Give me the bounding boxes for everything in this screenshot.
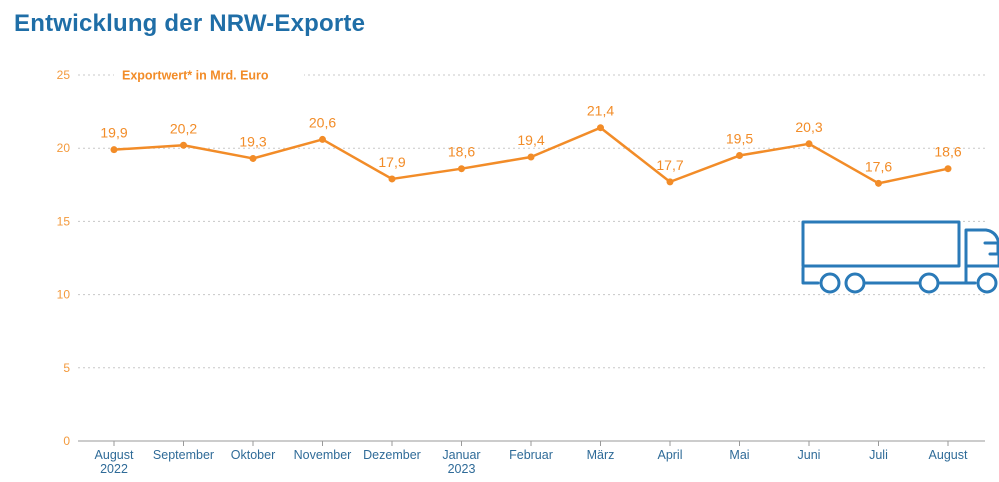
data-label: 19,3 [239,133,266,149]
data-label: 20,3 [795,119,822,135]
data-label: 19,4 [517,132,544,148]
data-point [458,165,465,173]
x-tick-label: Juni [798,448,821,462]
chart-title: Entwicklung der NRW-Exporte [14,10,366,37]
data-point [388,175,396,183]
data-point [666,178,674,186]
y-axis-label: Exportwert* in Mrd. Euro [122,69,269,83]
data-label: 21,4 [587,103,614,119]
x-tick-label: Dezember [363,448,421,462]
x-tick-label: September [153,448,214,462]
data-point [527,153,535,161]
data-label: 19,9 [100,125,127,141]
data-point [249,154,257,162]
data-point [805,140,813,148]
x-tick-label: Oktober [231,448,275,462]
x-tick-label: März [587,448,615,462]
data-label: 17,9 [378,154,405,170]
data-point [944,165,952,173]
data-label: 20,6 [309,114,336,130]
y-tick-label: 0 [63,434,70,448]
y-tick-label: 5 [63,361,70,375]
data-point [736,152,743,160]
data-label: 20,2 [170,120,197,136]
truck-icon [801,220,999,294]
x-tick-label: August [929,448,968,462]
data-point [597,124,604,132]
x-tick-label: 2022 [100,462,128,476]
data-label: 17,7 [656,157,683,173]
data-label: 17,6 [865,158,892,174]
data-labels: 19,9 20,2 19,3 20,6 17,9 18,6 19,4 21,4 17,7 19,5… [100,103,961,175]
x-tick-label: November [294,448,352,462]
x-tick-label: Februar [509,448,553,462]
data-point [875,179,882,187]
x-tick-label: Januar [442,448,480,462]
y-axis-ticks: 0 5 10 15 20 25 [57,68,71,448]
y-tick-label: 20 [57,141,71,155]
x-tick-label: Juli [869,448,888,462]
data-point [319,135,326,143]
x-tick-label: April [657,448,682,462]
data-label: 18,6 [448,144,475,160]
data-label: 19,5 [726,131,753,147]
data-point [110,146,118,154]
series-exports [110,124,952,187]
y-tick-label: 10 [57,288,71,302]
y-tick-label: 25 [57,68,71,82]
y-tick-label: 15 [57,214,71,228]
data-point [180,141,187,149]
data-label: 18,6 [934,144,961,160]
x-tick-label: August [95,448,134,462]
y-axis-label-background [114,67,304,83]
x-tick-label: Mai [729,448,749,462]
x-tick-label: 2023 [448,462,476,476]
